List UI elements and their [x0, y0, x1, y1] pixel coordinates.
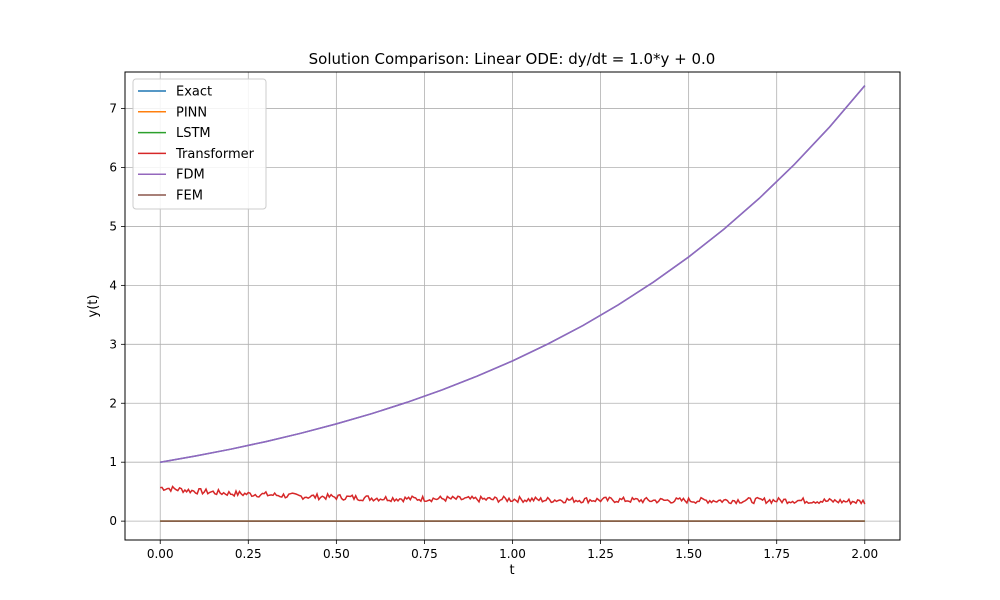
y-tick-label: 4 — [109, 278, 117, 292]
legend-label-pinn: PINN — [176, 105, 207, 120]
legend-label-fem: FEM — [176, 189, 203, 204]
y-tick-label: 2 — [109, 396, 117, 410]
series-line-fdm — [160, 85, 866, 463]
x-tick-label: 2.00 — [851, 547, 878, 561]
y-axis-ticks: 0 1 2 3 4 5 6 7 — [109, 102, 125, 528]
legend-box — [132, 78, 267, 210]
legend-label-transformer: Transformer — [175, 147, 255, 162]
y-tick-label: 7 — [109, 102, 117, 116]
legend-label-exact: Exact — [176, 85, 212, 100]
x-axis-ticks: 0.00 0.25 0.50 0.75 1.00 1.25 1.50 1.75 2.00 — [147, 540, 878, 561]
y-tick-label: 5 — [109, 219, 117, 233]
x-tick-label: 1.50 — [675, 547, 702, 561]
x-tick-label: 0.25 — [235, 547, 262, 561]
x-tick-label: 1.25 — [587, 547, 614, 561]
y-tick-label: 1 — [109, 455, 117, 469]
x-tick-label: 1.75 — [763, 547, 790, 561]
y-axis-label: y(t) — [86, 295, 101, 318]
legend-label-fdm: FDM — [176, 168, 205, 183]
y-tick-label: 0 — [109, 514, 117, 528]
legend: Exact PINN LSTM Transformer FDM FEM — [132, 78, 267, 210]
y-tick-label: 6 — [109, 160, 117, 174]
legend-label-lstm: LSTM — [176, 126, 211, 141]
x-tick-label: 0.75 — [411, 547, 438, 561]
x-tick-label: 0.00 — [147, 547, 174, 561]
x-axis-label: t — [509, 563, 514, 578]
x-tick-label: 1.00 — [499, 547, 526, 561]
series-layer — [160, 85, 866, 522]
x-tick-label: 0.50 — [323, 547, 350, 561]
chart-title: Solution Comparison: Linear ODE: dy/dt =… — [309, 50, 716, 68]
y-tick-label: 3 — [109, 337, 117, 351]
series-line-transformer — [160, 485, 866, 506]
